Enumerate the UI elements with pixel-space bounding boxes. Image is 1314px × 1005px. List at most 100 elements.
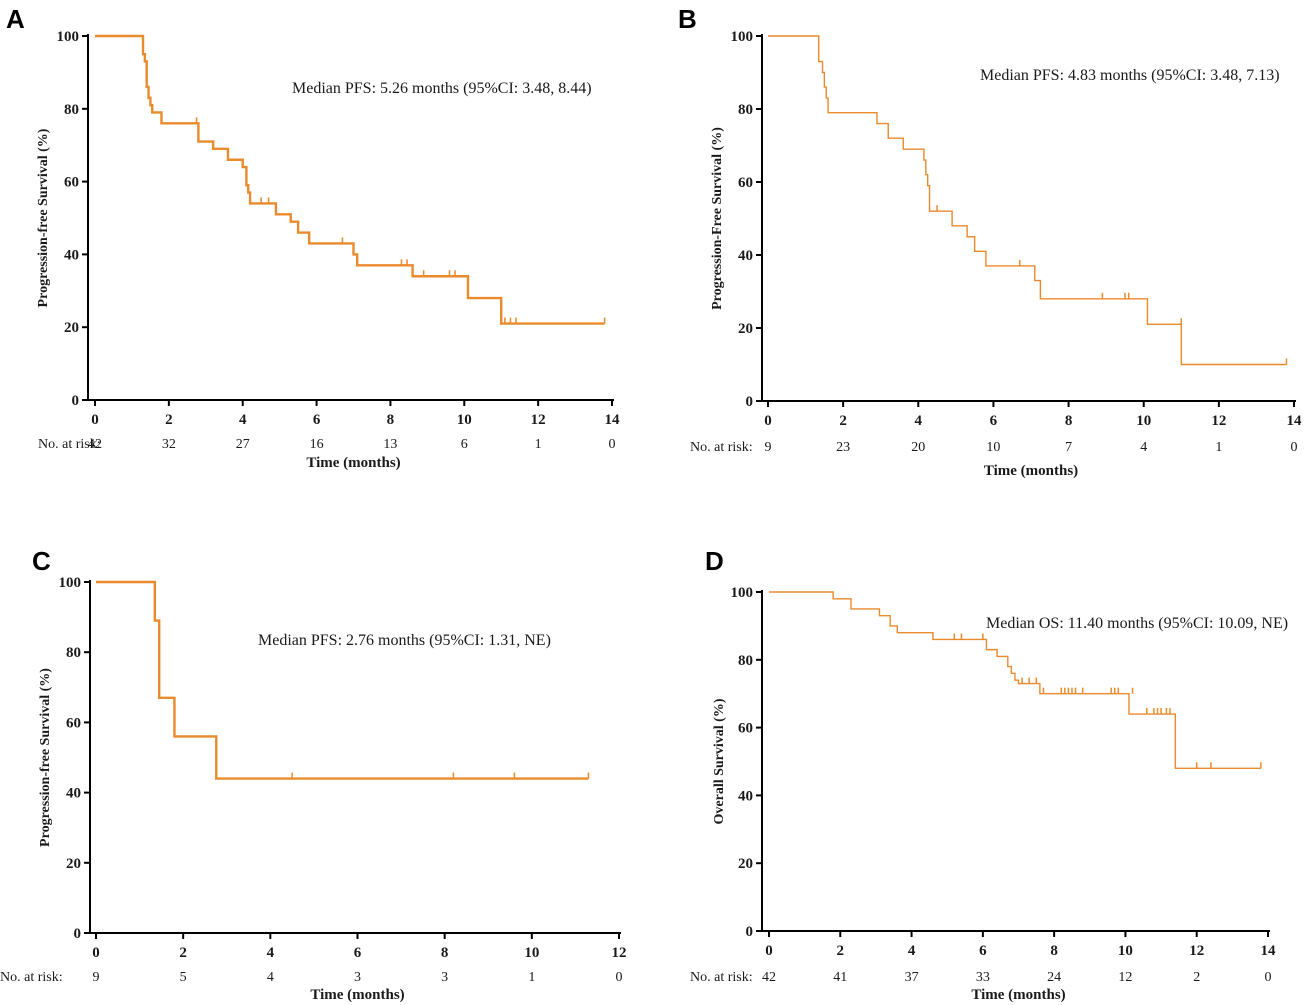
y-tick-label: 0 — [74, 926, 82, 942]
x-tick-label: 12 — [612, 945, 627, 961]
median-annotation: Median PFS: 4.83 months (95%CI: 3.48, 7.… — [980, 67, 1280, 84]
x-tick-label: 8 — [1065, 413, 1073, 429]
y-tick-label: 20 — [64, 320, 79, 336]
x-tick-label: 0 — [764, 413, 772, 429]
y-tick-label: 0 — [746, 394, 754, 410]
y-tick-label: 100 — [731, 29, 754, 45]
x-tick-label: 4 — [915, 413, 923, 429]
risk-table-title: No. at risk: — [0, 970, 63, 985]
y-tick-label: 80 — [66, 645, 81, 661]
x-tick-label: 8 — [387, 412, 395, 428]
x-tick-label: 14 — [1261, 943, 1277, 959]
y-tick-label: 80 — [64, 102, 79, 118]
x-tick-label: 12 — [1189, 943, 1204, 959]
risk-count: 27 — [236, 437, 250, 452]
x-tick-label: 6 — [313, 412, 321, 428]
x-tick-label: 6 — [990, 413, 998, 429]
y-tick-label: 20 — [738, 321, 753, 337]
x-tick-label: 2 — [179, 945, 187, 961]
y-tick-label: 40 — [66, 786, 81, 802]
x-tick-label: 6 — [979, 943, 987, 959]
risk-table-title: No. at risk: — [690, 440, 753, 455]
risk-count: 42 — [762, 970, 776, 985]
x-tick-label: 2 — [837, 943, 845, 959]
risk-table-title: No. at risk: — [690, 970, 753, 985]
x-tick-label: 4 — [908, 943, 916, 959]
y-axis-label: Progression-Free Survival (%) — [710, 127, 725, 310]
panel-letter: D — [705, 546, 724, 576]
risk-count: 7 — [1065, 440, 1072, 455]
y-tick-label: 40 — [64, 247, 79, 263]
risk-count: 42 — [88, 437, 102, 452]
risk-count: 13 — [383, 437, 397, 452]
y-tick-label: 60 — [738, 175, 753, 191]
km-survival-line — [769, 591, 1261, 769]
y-tick-label: 100 — [731, 585, 754, 601]
km-survival-line — [768, 35, 1287, 366]
x-tick-label: 10 — [1118, 943, 1133, 959]
risk-count: 12 — [1118, 970, 1132, 985]
y-tick-label: 60 — [66, 715, 81, 731]
risk-count: 0 — [1291, 440, 1298, 455]
risk-count: 4 — [267, 970, 274, 985]
x-tick-label: 8 — [1050, 943, 1058, 959]
x-tick-label: 10 — [524, 945, 539, 961]
risk-count: 1 — [535, 437, 542, 452]
risk-count: 2 — [1193, 970, 1200, 985]
risk-count: 9 — [93, 970, 100, 985]
x-tick-label: 4 — [267, 945, 275, 961]
y-tick-label: 100 — [59, 575, 82, 591]
x-tick-label: 12 — [531, 412, 546, 428]
risk-count: 0 — [609, 437, 616, 452]
x-tick-label: 14 — [605, 412, 621, 428]
x-tick-label: 10 — [457, 412, 472, 428]
y-axis-label: Overall Survival (%) — [712, 698, 727, 824]
x-tick-label: 14 — [1287, 413, 1303, 429]
y-tick-label: 0 — [746, 924, 754, 940]
x-tick-label: 4 — [239, 412, 247, 428]
x-axis-label: Time (months) — [984, 463, 1078, 479]
panel-letter: C — [32, 546, 51, 576]
risk-count: 6 — [461, 437, 468, 452]
y-tick-label: 60 — [738, 721, 753, 737]
risk-count: 3 — [354, 970, 361, 985]
risk-count: 5 — [180, 970, 187, 985]
risk-count: 20 — [911, 440, 925, 455]
risk-count: 1 — [528, 970, 535, 985]
y-axis-label: Progression-free Survival (%) — [38, 668, 53, 847]
y-tick-label: 40 — [738, 788, 753, 804]
risk-count: 10 — [986, 440, 1000, 455]
risk-count: 33 — [976, 970, 990, 985]
panel-letter: B — [678, 4, 697, 34]
y-tick-label: 0 — [72, 393, 80, 409]
x-tick-label: 8 — [441, 945, 449, 961]
y-tick-label: 60 — [64, 175, 79, 191]
y-tick-label: 40 — [738, 248, 753, 264]
risk-count: 9 — [765, 440, 772, 455]
km-survival-line — [95, 34, 605, 325]
risk-count: 16 — [310, 437, 324, 452]
x-tick-label: 6 — [354, 945, 362, 961]
risk-count: 37 — [905, 970, 919, 985]
x-tick-label: 0 — [92, 945, 100, 961]
risk-count: 0 — [1265, 970, 1272, 985]
x-tick-label: 10 — [1136, 413, 1151, 429]
risk-count: 3 — [441, 970, 448, 985]
y-tick-label: 20 — [738, 856, 753, 872]
median-annotation: Median PFS: 2.76 months (95%CI: 1.31, NE… — [258, 632, 551, 649]
km-survival-line — [96, 580, 589, 780]
risk-count: 41 — [833, 970, 847, 985]
x-axis-label: Time (months) — [971, 987, 1065, 1003]
median-annotation: Median PFS: 5.26 months (95%CI: 3.48, 8.… — [292, 80, 592, 97]
risk-count: 1 — [1215, 440, 1222, 455]
risk-table-title: No. at risk: — [38, 437, 101, 452]
